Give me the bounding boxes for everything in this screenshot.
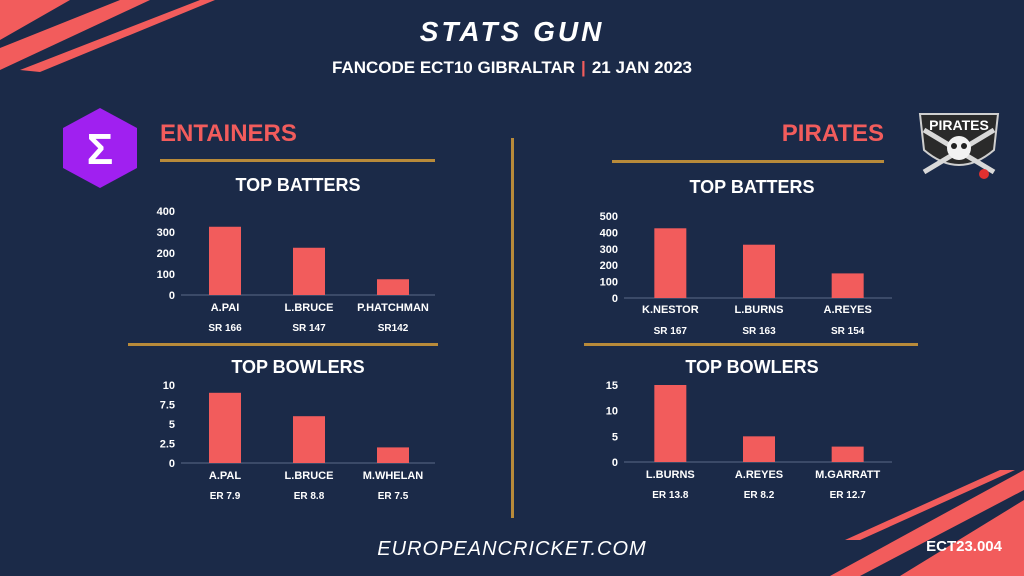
y-tick-label: 15 bbox=[606, 380, 618, 392]
footer-code: ECT23.004 bbox=[926, 538, 1002, 555]
divider-left-top bbox=[160, 159, 435, 162]
y-tick-label: 500 bbox=[600, 211, 618, 223]
bar-sublabel: SR 154 bbox=[831, 326, 865, 337]
page-subtitle: FANCODE ECT10 GIBRALTAR | 21 JAN 2023 bbox=[0, 58, 1024, 78]
bar-sublabel: ER 8.2 bbox=[744, 490, 775, 501]
y-tick-label: 400 bbox=[157, 206, 175, 218]
y-tick-label: 300 bbox=[600, 244, 618, 256]
section-title-right-bowlers: TOP BOWLERS bbox=[685, 357, 819, 377]
x-category-label: P.HATCHMAN bbox=[357, 302, 429, 314]
y-tick-label: 0 bbox=[612, 293, 618, 305]
logo-hexagon bbox=[63, 108, 137, 188]
y-tick-label: 10 bbox=[606, 406, 618, 418]
x-category-label: L.BURNS bbox=[735, 304, 784, 316]
x-category-label: L.BRUCE bbox=[285, 302, 334, 314]
bar-sublabel: ER 13.8 bbox=[652, 490, 689, 501]
x-category-label: A.REYES bbox=[824, 304, 872, 316]
bar bbox=[377, 447, 409, 463]
y-tick-label: 7.5 bbox=[160, 400, 175, 412]
x-category-label: M.WHELAN bbox=[363, 470, 424, 482]
y-tick-label: 5 bbox=[612, 431, 618, 443]
bar-sublabel: SR 147 bbox=[292, 323, 326, 334]
logo-ball bbox=[979, 169, 989, 179]
x-category-label: K.NESTOR bbox=[642, 304, 699, 316]
team-name-right: PIRATES bbox=[781, 120, 884, 147]
slash-bottom-right-1 bbox=[900, 500, 1024, 576]
pirates-logo: PIRATES bbox=[918, 113, 1000, 179]
logo-wordmark: PIRATES bbox=[929, 117, 989, 133]
y-tick-label: 0 bbox=[169, 290, 175, 302]
bar bbox=[209, 392, 241, 463]
bar bbox=[209, 226, 241, 295]
section-title-left-bowlers: TOP BOWLERS bbox=[231, 357, 365, 377]
bar bbox=[293, 247, 325, 295]
bar-sublabel: ER 7.5 bbox=[378, 491, 409, 502]
subtitle-separator: | bbox=[581, 58, 586, 77]
x-category-label: A.REYES bbox=[735, 469, 783, 481]
team-name-left: ENTAINERS bbox=[160, 120, 297, 147]
y-tick-label: 100 bbox=[600, 277, 618, 289]
slash-top-left-3 bbox=[20, 0, 215, 72]
bar bbox=[831, 273, 864, 298]
logo-skull bbox=[947, 136, 971, 160]
logo-skull-eye-left bbox=[951, 143, 957, 149]
section-title-left-batters: TOP BATTERS bbox=[235, 175, 361, 195]
y-tick-label: 200 bbox=[157, 248, 175, 260]
y-tick-label: 2.5 bbox=[160, 439, 175, 451]
slash-top-left-1 bbox=[0, 0, 70, 40]
y-tick-label: 10 bbox=[163, 380, 175, 392]
section-title-right-batters: TOP BATTERS bbox=[689, 177, 815, 197]
x-category-label: M.GARRATT bbox=[815, 469, 880, 481]
divider-vertical bbox=[511, 138, 514, 518]
slash-bottom-right-3 bbox=[845, 470, 1015, 540]
chart-left-batters: 0 100 200 300 400 A.PAI SR 166 L.BRUCE SR 147 P.H… bbox=[157, 206, 435, 334]
x-category-label: L.BURNS bbox=[646, 469, 695, 481]
y-tick-label: 400 bbox=[600, 227, 618, 239]
logo-sigma: Σ bbox=[87, 125, 113, 174]
bar bbox=[743, 436, 775, 462]
bar-sublabel: SR 166 bbox=[208, 323, 242, 334]
divider-left-middle bbox=[128, 343, 438, 346]
chart-right-bowlers: 0 5 10 15 L.BURNS ER 13.8 A.REYES ER 8.2 M.GARRA… bbox=[606, 380, 892, 501]
bar-sublabel: ER 12.7 bbox=[830, 490, 867, 501]
logo-skull-eye-right bbox=[961, 143, 967, 149]
bar-sublabel: ER 8.8 bbox=[294, 491, 325, 502]
bar-sublabel: ER 7.9 bbox=[210, 491, 241, 502]
footer-website: EUROPEANCRICKET.COM bbox=[377, 538, 647, 560]
bar-sublabel: SR 163 bbox=[742, 326, 776, 337]
x-category-label: A.PAL bbox=[209, 470, 241, 482]
x-category-label: A.PAI bbox=[211, 302, 240, 314]
divider-right-top bbox=[612, 160, 884, 163]
x-category-label: L.BRUCE bbox=[285, 470, 334, 482]
bar-sublabel: SR142 bbox=[378, 323, 409, 334]
bar bbox=[654, 385, 687, 462]
bar bbox=[377, 279, 409, 295]
divider-right-middle bbox=[584, 343, 918, 346]
y-tick-label: 5 bbox=[169, 419, 175, 431]
page-title: STATS GUN bbox=[419, 16, 605, 47]
chart-right-batters: 0 100 200 300 400 500 K.NESTOR SR 167 L.BURNS SR … bbox=[600, 211, 892, 337]
y-tick-label: 0 bbox=[612, 457, 618, 469]
event-date: 21 JAN 2023 bbox=[591, 58, 692, 77]
bar bbox=[831, 446, 864, 462]
bar bbox=[654, 228, 687, 298]
y-tick-label: 200 bbox=[600, 260, 618, 272]
slash-bottom-right-2 bbox=[830, 470, 1024, 576]
chart-left-bowlers: 0 2.5 5 7.5 10 A.PAL ER 7.9 L.BRUCE ER 8.8 M.WHEL… bbox=[160, 380, 435, 502]
y-tick-label: 300 bbox=[157, 227, 175, 239]
bar bbox=[743, 244, 775, 298]
entainers-logo: Σ bbox=[63, 108, 137, 188]
y-tick-label: 100 bbox=[157, 269, 175, 281]
bar bbox=[293, 416, 325, 463]
slash-top-left-2 bbox=[0, 0, 150, 70]
y-tick-label: 0 bbox=[169, 458, 175, 470]
bar-sublabel: SR 167 bbox=[654, 326, 688, 337]
event-name: FANCODE ECT10 GIBRALTAR bbox=[332, 58, 576, 77]
